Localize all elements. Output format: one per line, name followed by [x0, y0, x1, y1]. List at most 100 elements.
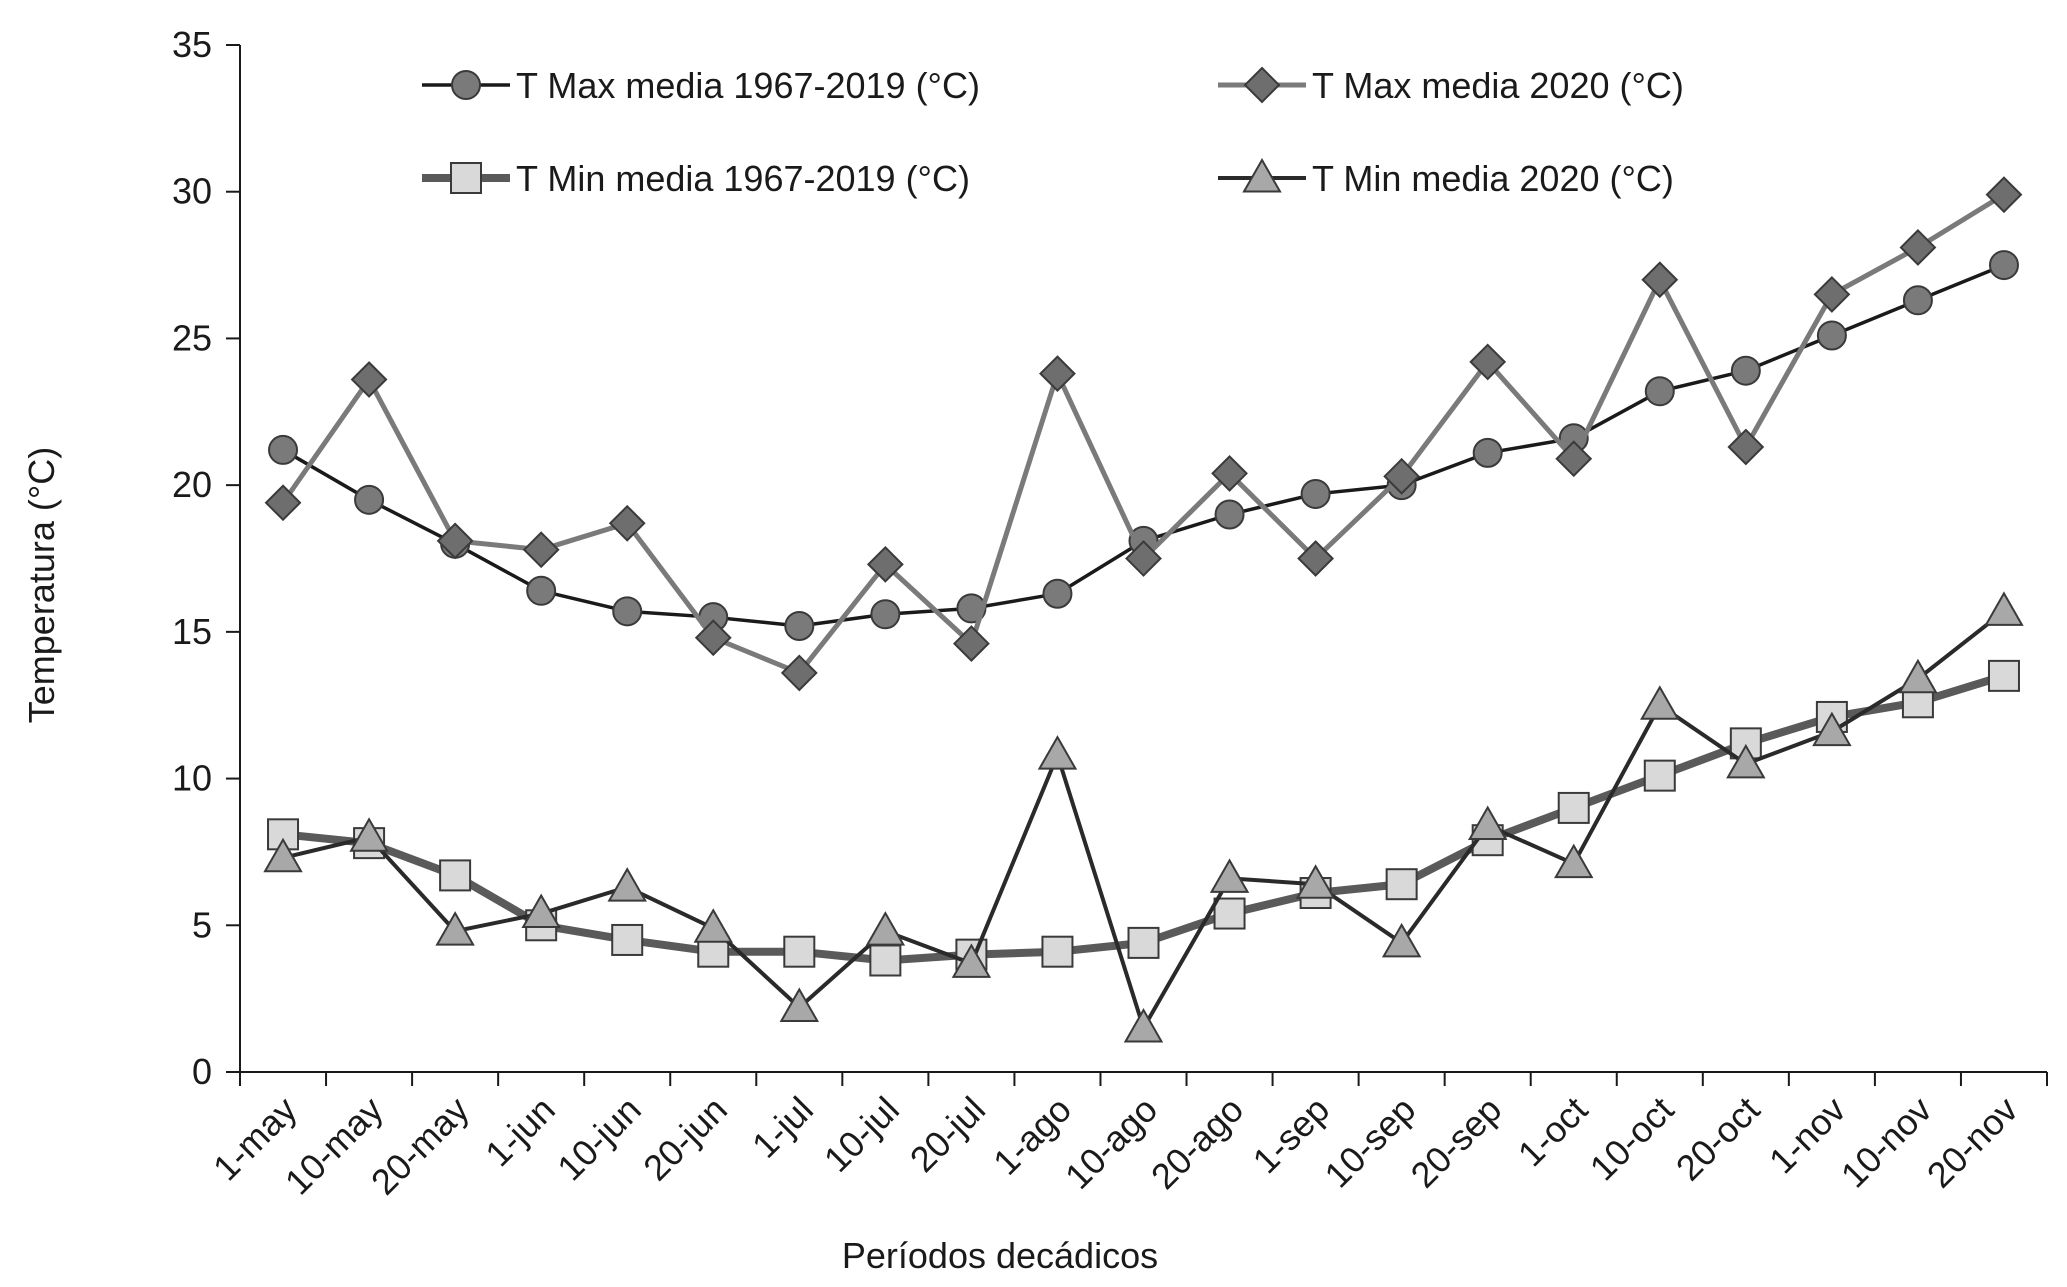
x-tick-label: 10-jun	[549, 1089, 649, 1189]
data-point-diamond	[436, 522, 474, 560]
data-point-diamond	[694, 619, 732, 657]
x-tick-label: 20-jun	[635, 1089, 735, 1189]
series-square	[267, 659, 2020, 977]
data-point-square	[1557, 791, 1590, 824]
legend-item: T Min media 2020 (°C)	[1218, 157, 1674, 199]
data-point-diamond	[1125, 540, 1162, 577]
y-tick-label: 0	[192, 1051, 212, 1092]
data-point-triangle	[1984, 591, 2024, 626]
legend-item: T Min media 1967-2019 (°C)	[422, 158, 970, 199]
data-point-circle	[1816, 320, 1847, 351]
series-line	[282, 609, 2006, 1030]
data-point-square	[869, 944, 902, 977]
data-point-triangle	[521, 893, 561, 929]
data-point-diamond	[608, 504, 646, 542]
y-axis-title: Temperatura (°C)	[21, 447, 62, 723]
x-axis-title: Períodos decádicos	[842, 1235, 1158, 1276]
data-point-triangle	[1812, 711, 1852, 747]
data-point-square	[439, 859, 472, 892]
data-point-square	[783, 935, 816, 968]
data-point-triangle	[1467, 805, 1508, 841]
x-tick-label: 20-jul	[902, 1089, 993, 1180]
data-point-diamond	[1297, 540, 1335, 577]
data-point-diamond	[264, 484, 302, 522]
data-point-diamond	[1383, 457, 1421, 495]
legend-item: T Max media 2020 (°C)	[1218, 65, 1684, 106]
y-tick-label: 15	[172, 611, 212, 652]
data-point-diamond	[780, 654, 818, 692]
x-tick-label: 20-nov	[1919, 1089, 2026, 1196]
data-point-circle	[612, 596, 643, 627]
data-point-circle	[1902, 285, 1933, 316]
data-point-triangle	[1640, 685, 1680, 720]
x-tick-label: 10-sep	[1316, 1089, 1423, 1196]
data-point-triangle	[1554, 843, 1594, 879]
data-point-triangle	[1295, 864, 1336, 899]
data-point-diamond	[350, 361, 388, 398]
y-tick-label: 35	[172, 24, 212, 65]
data-point-triangle	[951, 943, 992, 978]
data-point-circle	[1214, 499, 1245, 530]
data-point-diamond	[1727, 428, 1765, 466]
legend-label: T Max media 1967-2019 (°C)	[516, 65, 980, 106]
data-point-diamond	[1469, 343, 1507, 381]
data-point-triangle	[607, 867, 647, 902]
data-point-triangle	[1726, 743, 1766, 779]
x-tick-label: 10-nov	[1833, 1089, 1940, 1196]
data-point-circle	[1042, 578, 1073, 609]
data-point-circle	[870, 599, 901, 630]
x-tick-label: 20-ago	[1143, 1089, 1251, 1197]
axes	[239, 45, 2047, 1073]
data-point-diamond	[1039, 355, 1076, 393]
data-point-circle	[1472, 437, 1503, 468]
data-point-diamond	[1985, 176, 2023, 214]
y-ticks: 0 5 10 15 20 25 30 35	[172, 24, 240, 1092]
y-tick-label: 20	[172, 464, 212, 505]
data-point-triangle	[263, 837, 303, 873]
legend-marker-diamond	[1243, 66, 1281, 104]
data-point-diamond	[1641, 261, 1679, 299]
data-point-diamond	[1555, 440, 1593, 478]
x-tick-label: 20-may	[363, 1089, 477, 1203]
x-tick-label: 10-jul	[816, 1089, 907, 1180]
data-point-triangle	[1898, 658, 1938, 694]
x-tick-label: 20-sep	[1403, 1089, 1510, 1196]
legend: T Max media 1967-2019 (°C) T Max media 20…	[422, 65, 1684, 199]
y-tick-label: 10	[172, 758, 212, 799]
y-tick-label: 5	[192, 904, 212, 945]
legend-marker-square	[450, 162, 482, 194]
data-point-square	[1385, 868, 1418, 901]
x-tick-label: 20-oct	[1668, 1089, 1768, 1189]
series-triangle	[263, 591, 2024, 1043]
y-tick-label: 25	[172, 317, 212, 358]
legend-label: T Min media 2020 (°C)	[1312, 158, 1674, 199]
data-point-triangle	[693, 908, 733, 943]
data-point-triangle	[435, 911, 475, 946]
data-point-triangle	[1123, 1007, 1164, 1043]
data-point-square	[611, 923, 644, 956]
data-point-circle	[354, 484, 385, 515]
data-point-circle	[268, 434, 299, 465]
data-point-circle	[784, 610, 815, 641]
x-tick-label: 10-oct	[1582, 1089, 1682, 1189]
legend-label: T Max media 2020 (°C)	[1312, 65, 1684, 106]
data-point-circle	[526, 575, 557, 606]
y-tick-label: 30	[172, 171, 212, 212]
data-point-diamond	[866, 545, 904, 583]
data-point-square	[1643, 759, 1676, 792]
data-point-triangle	[865, 911, 906, 946]
x-tick-label: 1-jul	[744, 1089, 821, 1166]
data-point-circle	[1644, 376, 1675, 407]
legend-item: T Max media 1967-2019 (°C)	[422, 65, 980, 106]
legend-marker-circle	[451, 70, 481, 100]
data-point-square	[1987, 659, 2020, 692]
data-point-circle	[1300, 478, 1331, 509]
data-point-diamond	[952, 625, 990, 663]
data-point-diamond	[1899, 229, 1937, 266]
data-point-triangle	[1209, 858, 1250, 893]
data-point-diamond	[1813, 276, 1851, 313]
data-point-diamond	[522, 531, 560, 569]
